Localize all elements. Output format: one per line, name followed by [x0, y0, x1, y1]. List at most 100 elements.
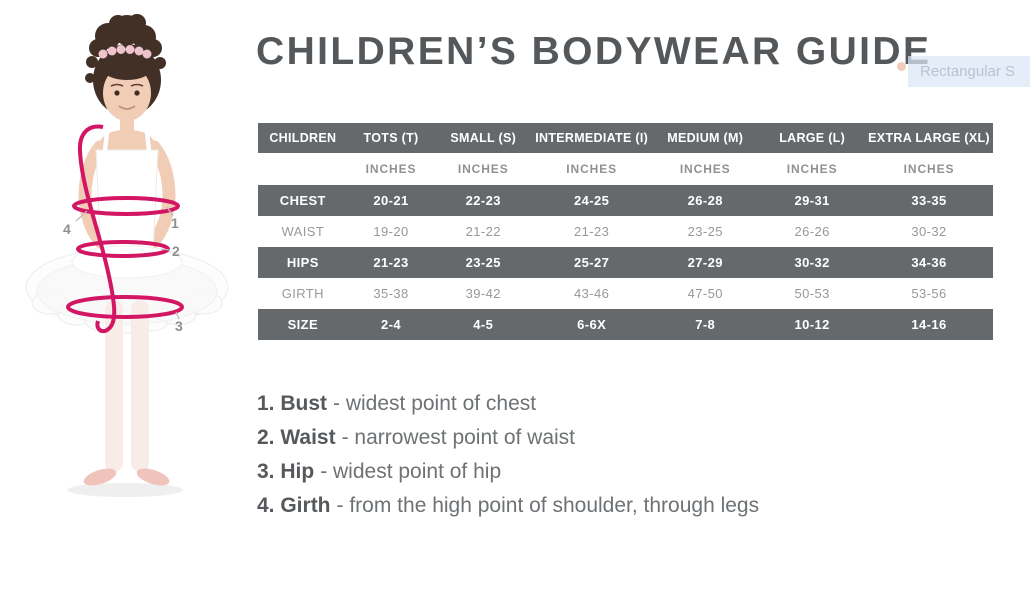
annotation-labels: 1 2 3 4	[63, 215, 183, 334]
table-row: HIPS 21-23 23-25 25-27 27-29 30-32 34-36	[258, 247, 993, 278]
row-label-cell: CHEST	[258, 185, 348, 216]
value-cell: 35-38	[347, 278, 435, 309]
value-cell: 53-56	[865, 278, 993, 309]
waist-band	[76, 240, 170, 258]
note-term: 1. Bust	[257, 392, 328, 415]
value-cell: 47-50	[651, 278, 760, 309]
measurement-bands	[66, 124, 184, 334]
value-cell: 34-36	[865, 247, 993, 278]
value-cell: INCHES	[434, 153, 533, 185]
left-leg	[105, 300, 123, 472]
value-cell: 2-4	[347, 309, 435, 340]
table-row: SIZE 2-4 4-5 6-6X 7-8 10-12 14-16	[258, 309, 993, 340]
value-cell: 20-21	[347, 185, 435, 216]
note-term: 4. Girth	[257, 494, 331, 517]
value-cell: 33-35	[865, 185, 993, 216]
value-cell: 21-23	[532, 216, 652, 247]
value-cell: INCHES	[651, 153, 760, 185]
face-features	[110, 83, 144, 110]
units-row: INCHES INCHES INCHES INCHES INCHES INCHES	[258, 153, 993, 185]
note-girth: 4. Girth - from the high point of shoulde…	[257, 494, 759, 518]
leotard-strap-right	[144, 131, 152, 152]
label-3: 3	[175, 318, 183, 334]
row-label-cell: GIRTH	[258, 278, 348, 309]
value-cell: 7-8	[651, 309, 760, 340]
note-desc: - widest point of hip	[320, 460, 502, 483]
value-cell: MEDIUM (M)	[651, 123, 760, 153]
value-cell: 39-42	[434, 278, 533, 309]
value-cell: 27-29	[651, 247, 760, 278]
leotard-strap-left	[102, 131, 110, 152]
neck	[120, 114, 134, 134]
note-desc: - from the high point of shoulder, throu…	[336, 494, 760, 517]
size-chart-table: CHILDREN TOTS (T) SMALL (S) INTERMEDIATE (I…	[258, 123, 993, 340]
floor-shadow	[67, 483, 183, 497]
tutu	[25, 245, 229, 334]
value-cell: INCHES	[865, 153, 993, 185]
note-term: 3. Hip	[257, 460, 315, 483]
table-row: CHEST 20-21 22-23 24-25 26-28 29-31 33-35	[258, 185, 993, 216]
chest-band	[72, 196, 180, 216]
note-hip: 3. Hip - widest point of hip	[257, 460, 759, 484]
value-cell: 50-53	[759, 278, 866, 309]
value-cell: 29-31	[759, 185, 866, 216]
value-cell: 10-12	[759, 309, 866, 340]
value-cell: 19-20	[347, 216, 435, 247]
leotard	[95, 149, 159, 255]
hip-band	[66, 295, 184, 319]
row-label-cell: SIZE	[258, 309, 348, 340]
ballerina-figure: 1 2 3 4	[0, 0, 250, 584]
face	[103, 65, 151, 121]
table-row: GIRTH 35-38 39-42 43-46 47-50 50-53 53-56	[258, 278, 993, 309]
hair-fringe	[102, 56, 152, 80]
note-waist: 2. Waist - narrowest point of waist	[257, 426, 759, 450]
girth-band	[77, 124, 117, 334]
row-label-cell	[258, 153, 348, 185]
value-cell: INCHES	[532, 153, 652, 185]
value-cell: 22-23	[434, 185, 533, 216]
value-cell: 21-22	[434, 216, 533, 247]
ballet-slippers	[83, 468, 170, 486]
table-header-row: CHILDREN TOTS (T) SMALL (S) INTERMEDIATE (I…	[258, 123, 993, 153]
cursor-dot-icon	[897, 62, 906, 71]
snip-tooltip: Rectangular S	[908, 56, 1030, 87]
leader-lines	[75, 206, 180, 320]
label-4: 4	[63, 221, 71, 237]
note-desc: - narrowest point of waist	[341, 426, 576, 449]
value-cell: INTERMEDIATE (I)	[532, 123, 652, 153]
row-label-cell: CHILDREN	[258, 123, 348, 153]
value-cell: 21-23	[347, 247, 435, 278]
value-cell: 30-32	[865, 216, 993, 247]
value-cell: TOTS (T)	[347, 123, 435, 153]
value-cell: 23-25	[434, 247, 533, 278]
value-cell: 30-32	[759, 247, 866, 278]
label-1: 1	[171, 215, 179, 231]
row-label-cell: WAIST	[258, 216, 348, 247]
value-cell: SMALL (S)	[434, 123, 533, 153]
ballerina-illustration: 1 2 3 4	[25, 14, 229, 497]
value-cell: EXTRA LARGE (XL)	[865, 123, 993, 153]
value-cell: INCHES	[347, 153, 435, 185]
value-cell: 25-27	[532, 247, 652, 278]
note-desc: - widest point of chest	[333, 392, 537, 415]
measurement-notes: 1. Bust - widest point of chest 2. Waist -…	[257, 392, 759, 528]
label-2: 2	[172, 243, 180, 259]
value-cell: LARGE (L)	[759, 123, 866, 153]
value-cell: 26-28	[651, 185, 760, 216]
note-term: 2. Waist	[257, 426, 336, 449]
flower-headband	[98, 45, 152, 59]
page-title: CHILDREN’S BODYWEAR GUIDE	[256, 30, 932, 73]
value-cell: 26-26	[759, 216, 866, 247]
right-leg	[131, 300, 149, 472]
value-cell: 14-16	[865, 309, 993, 340]
value-cell: 23-25	[651, 216, 760, 247]
note-bust: 1. Bust - widest point of chest	[257, 392, 759, 416]
snip-tooltip-label: Rectangular S	[920, 63, 1016, 80]
value-cell: 4-5	[434, 309, 533, 340]
value-cell: 43-46	[532, 278, 652, 309]
value-cell: 6-6X	[532, 309, 652, 340]
table-row: WAIST 19-20 21-22 21-23 23-25 26-26 30-32	[258, 216, 993, 247]
row-label-cell: HIPS	[258, 247, 348, 278]
value-cell: INCHES	[759, 153, 866, 185]
value-cell: 24-25	[532, 185, 652, 216]
